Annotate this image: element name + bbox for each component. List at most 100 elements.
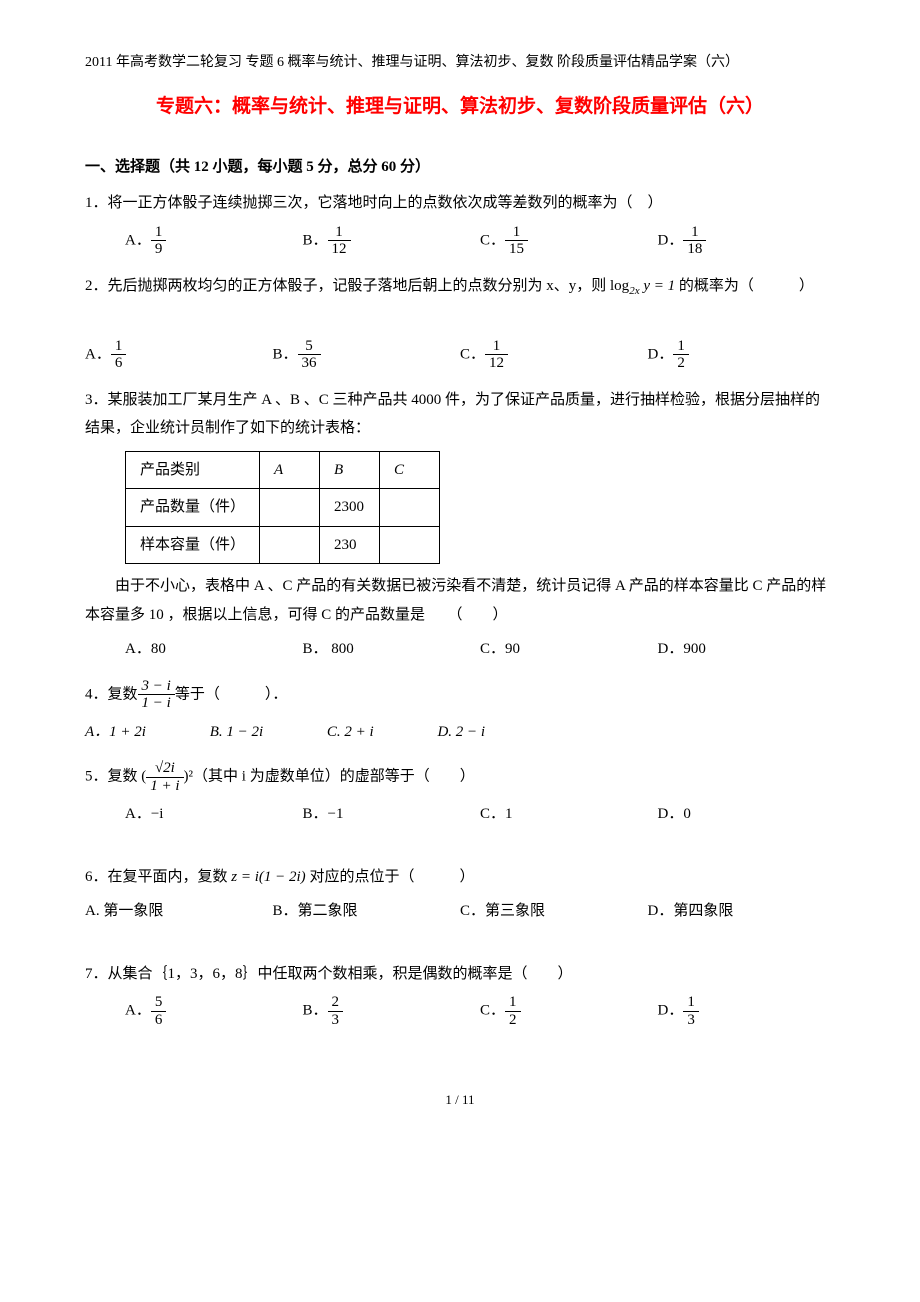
q2-post: 的概率为（ ） [675, 278, 814, 294]
q1-b-den: 12 [328, 241, 351, 258]
cell [380, 526, 440, 564]
q3-options: A．80 B． 800 C．90 D．900 [85, 635, 835, 664]
question-7: 7．从集合｛1，3，6，8｝中任取两个数相乘，积是偶数的概率是（ ） A．56 … [85, 960, 835, 1029]
q3-opt-b: B． 800 [303, 635, 481, 664]
q4-opt-b: B. 1 − 2i [210, 718, 263, 747]
q4-opt-c: C. 2 + i [327, 718, 374, 747]
cell: 样本容量（件） [126, 526, 260, 564]
q7-c-den: 2 [505, 1012, 521, 1029]
q7-d-den: 3 [683, 1012, 699, 1029]
q2-c-label: C． [460, 346, 485, 362]
q5-pre: 5．复数 ( [85, 769, 146, 785]
q3-text2: 由于不小心，表格中 A 、C 产品的有关数据已被污染看不清楚，统计员记得 A 产… [85, 572, 835, 629]
q3-opt-d: D．900 [658, 635, 836, 664]
q2-eq: y = 1 [640, 278, 676, 294]
q5-num: √2i [146, 760, 183, 778]
q3-text1: 3．某服装加工厂某月生产 A 、B 、C 三种产品共 4000 件，为了保证产品… [85, 386, 835, 443]
q2-text: 2．先后抛掷两枚均匀的正方体骰子，记骰子落地后朝上的点数分别为 x、y，则 lo… [85, 272, 835, 302]
q4-text: 4．复数3 − i1 − i等于（ ）． [85, 678, 835, 712]
q5-den: 1 + i [146, 778, 183, 795]
cell [260, 489, 320, 527]
q5-opt-a: A．−i [125, 800, 303, 829]
table-row: 产品数量（件） 2300 [126, 489, 440, 527]
q2-b-label: B． [273, 346, 298, 362]
q6-opt-d: D．第四象限 [648, 897, 836, 926]
q5-text: 5．复数 (√2i1 + i)²（其中 i 为虚数单位）的虚部等于（ ） [85, 760, 835, 794]
q1-a-den: 9 [151, 241, 167, 258]
q2-b-den: 36 [298, 355, 321, 372]
q1-c-label: C． [480, 232, 505, 248]
q7-d-num: 1 [683, 994, 699, 1012]
q6-opt-b: B．第二象限 [273, 897, 461, 926]
q7-c-num: 1 [505, 994, 521, 1012]
q3-opt-c: C．90 [480, 635, 658, 664]
cell: C [380, 451, 440, 489]
cell: B [320, 451, 380, 489]
q1-opt-d: D．118 [658, 224, 836, 258]
q2-opt-c: C．112 [460, 338, 648, 372]
q7-c-label: C． [480, 1003, 505, 1019]
q7-text: 7．从集合｛1，3，6，8｝中任取两个数相乘，积是偶数的概率是（ ） [85, 960, 835, 989]
q7-d-label: D． [658, 1003, 684, 1019]
q2-log: log [610, 278, 629, 294]
question-5: 5．复数 (√2i1 + i)²（其中 i 为虚数单位）的虚部等于（ ） A．−… [85, 760, 835, 829]
q1-c-den: 15 [505, 241, 528, 258]
q7-a-label: A． [125, 1003, 151, 1019]
question-1: 1．将一正方体骰子连续抛掷三次，它落地时向上的点数依次成等差数列的概率为（ ） … [85, 189, 835, 258]
q4-opt-d: D. 2 − i [437, 718, 485, 747]
q1-d-num: 1 [683, 224, 706, 242]
cell [380, 489, 440, 527]
q1-opt-c: C．115 [480, 224, 658, 258]
cell: 2300 [320, 489, 380, 527]
q7-b-num: 2 [328, 994, 344, 1012]
q2-a-num: 1 [111, 338, 127, 356]
q6-text: 6．在复平面内，复数 z = i(1 − 2i) 对应的点位于（ ） [85, 863, 835, 892]
question-4: 4．复数3 − i1 − i等于（ ）． A．1 + 2i B. 1 − 2i … [85, 678, 835, 747]
q1-b-label: B． [303, 232, 328, 248]
table-row: 产品类别 A B C [126, 451, 440, 489]
q6-formula: z = i(1 − 2i) [231, 869, 305, 885]
q5-opt-b: B．−1 [303, 800, 481, 829]
q1-a-num: 1 [151, 224, 167, 242]
cell: 产品类别 [126, 451, 260, 489]
q4-opt-a: A．1 + 2i [85, 718, 146, 747]
question-3: 3．某服装加工厂某月生产 A 、B 、C 三种产品共 4000 件，为了保证产品… [85, 386, 835, 664]
q7-options: A．56 B．23 C．12 D．13 [85, 994, 835, 1028]
q5-options: A．−i B．−1 C．1 D．0 [85, 800, 835, 829]
q1-c-num: 1 [505, 224, 528, 242]
q2-pre: 2．先后抛掷两枚均匀的正方体骰子，记骰子落地后朝上的点数分别为 x、y，则 [85, 278, 610, 294]
q1-d-den: 18 [683, 241, 706, 258]
q2-a-label: A． [85, 346, 111, 362]
q5-sq: )² [184, 769, 194, 785]
q2-d-label: D． [648, 346, 674, 362]
q2-options: A．16 B．536 C．112 D．12 [85, 338, 835, 372]
q2-b-num: 5 [298, 338, 321, 356]
q2-opt-a: A．16 [85, 338, 273, 372]
q4-num: 3 − i [138, 678, 175, 696]
q7-b-label: B． [303, 1003, 328, 1019]
page-header: 2011 年高考数学二轮复习 专题 6 概率与统计、推理与证明、算法初步、复数 … [85, 50, 835, 77]
q1-d-label: D． [658, 232, 684, 248]
q4-pre: 4．复数 [85, 686, 138, 702]
q2-opt-d: D．12 [648, 338, 836, 372]
q3-opt-a: A．80 [125, 635, 303, 664]
question-2: 2．先后抛掷两枚均匀的正方体骰子，记骰子落地后朝上的点数分别为 x、y，则 lo… [85, 272, 835, 372]
section-heading: 一、选择题（共 12 小题，每小题 5 分，总分 60 分） [85, 153, 835, 182]
q4-options: A．1 + 2i B. 1 − 2i C. 2 + i D. 2 − i [85, 718, 835, 747]
q6-opt-c: C．第三象限 [460, 897, 648, 926]
q1-b-num: 1 [328, 224, 351, 242]
q4-den: 1 − i [138, 695, 175, 712]
cell: 产品数量（件） [126, 489, 260, 527]
q1-options: A．19 B．112 C．115 D．118 [85, 224, 835, 258]
cell: 230 [320, 526, 380, 564]
q2-c-num: 1 [485, 338, 508, 356]
q4-post: 等于（ ）． [175, 686, 288, 702]
q1-opt-b: B．112 [303, 224, 481, 258]
q5-post: （其中 i 为虚数单位）的虚部等于（ ） [193, 769, 475, 785]
q2-sub: 2x [629, 285, 639, 297]
q2-d-num: 1 [673, 338, 689, 356]
q5-opt-d: D．0 [658, 800, 836, 829]
q2-d-den: 2 [673, 355, 689, 372]
q2-opt-b: B．536 [273, 338, 461, 372]
q7-a-den: 6 [151, 1012, 167, 1029]
